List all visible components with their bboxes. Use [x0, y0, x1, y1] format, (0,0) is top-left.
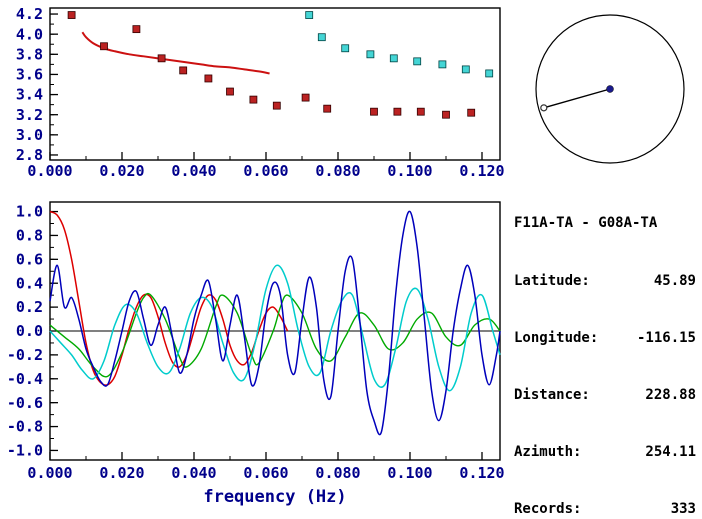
measured-velocity-red-squares-marker [467, 108, 476, 117]
station-center-dot [606, 85, 614, 93]
x-axis-label: frequency (Hz) [203, 487, 346, 507]
azimuth-label: Azimuth: [514, 444, 582, 460]
records-value: 333 [670, 501, 696, 517]
x-tick-label: 0.020 [99, 162, 144, 180]
y-tick-label: -0.8 [7, 418, 43, 436]
distance-label: Distance: [514, 387, 590, 403]
measured-velocity-cyan-squares-marker [366, 50, 375, 59]
green-trace [49, 292, 501, 378]
y-tick-label: 0.2 [16, 298, 43, 316]
azimuth-value: 254.11 [645, 444, 696, 460]
measured-velocity-red-squares-marker [179, 66, 188, 75]
y-tick-label: -1.0 [7, 442, 43, 460]
measured-velocity-red-squares-marker [416, 107, 425, 116]
info-row-latitude: Latitude: 45.89 [514, 272, 696, 291]
x-tick-label: 0.120 [459, 162, 504, 180]
measured-velocity-red-squares-marker [204, 74, 213, 83]
station-pair-info-panel: F11A-TA - G08A-TA Latitude: 45.89 Longit… [514, 176, 696, 519]
velocity-dispersion-chart: 0.000 0.020 0.040 0.060 0.080 0.100 0.120 4.2 4.… [16, 5, 505, 180]
y-tick-label: 0.8 [16, 227, 43, 245]
x-tick-label: 0.040 [171, 464, 216, 482]
x-tick-label: 0.100 [387, 464, 432, 482]
measured-velocity-red-squares-marker [157, 54, 166, 63]
x-tick-label: 0.060 [243, 464, 288, 482]
reference-dispersion-curve [81, 31, 270, 75]
red-trace [49, 210, 289, 386]
measured-velocity-cyan-squares-marker [485, 69, 494, 78]
y-tick-label: -0.6 [7, 394, 43, 412]
longitude-value: -116.15 [636, 330, 696, 346]
x-tick-label: 0.000 [27, 464, 72, 482]
measured-velocity-cyan-squares-marker [305, 11, 314, 19]
measured-velocity-red-squares-marker [393, 107, 402, 116]
y-tick-label: 2.8 [16, 146, 43, 164]
latitude-value: 45.89 [653, 273, 696, 289]
x-tick-label: 0.120 [459, 464, 504, 482]
x-tick-label: 0.080 [315, 162, 360, 180]
correlation-spectra-chart: 0.000 0.020 0.040 0.060 0.080 0.100 0.120 1.0 0.… [7, 201, 505, 507]
azimuth-end-marker [540, 104, 548, 112]
distance-value: 228.88 [645, 387, 696, 403]
measured-velocity-red-squares-marker [370, 107, 378, 116]
y-tick-label: 3.6 [16, 66, 43, 84]
y-tick-label: 1.0 [16, 203, 43, 221]
y-tick-label: 0.4 [16, 274, 43, 292]
x-tick-label: 0.020 [99, 464, 144, 482]
measured-velocity-red-squares-marker [272, 101, 281, 110]
y-tick-label: 0.0 [16, 322, 43, 340]
y-tick-label: 3.4 [16, 86, 43, 104]
velocity-dispersion-frame [49, 7, 501, 161]
measured-velocity-cyan-squares-marker [438, 60, 447, 69]
info-row-distance: Distance: 228.88 [514, 386, 696, 405]
measured-velocity-red-squares-marker [100, 42, 108, 51]
measured-velocity-cyan-squares-marker [317, 33, 326, 42]
y-tick-label: 4.2 [16, 5, 43, 23]
measured-velocity-red-squares-marker [226, 87, 234, 96]
y-tick-label: 3.0 [16, 126, 43, 144]
y-tick-label: 3.2 [16, 106, 43, 124]
measured-velocity-red-squares-marker [132, 25, 141, 34]
x-tick-label: 0.040 [171, 162, 216, 180]
info-row-azimuth: Azimuth: 254.11 [514, 443, 696, 462]
x-tick-label: 0.080 [315, 464, 360, 482]
latitude-label: Latitude: [514, 273, 590, 289]
dial-circle [535, 14, 685, 164]
y-tick-label: -0.4 [7, 370, 43, 388]
measured-velocity-red-squares-marker [249, 95, 258, 104]
measured-velocity-cyan-squares-marker [341, 44, 350, 53]
y-tick-label: 3.8 [16, 45, 43, 63]
x-tick-label: 0.000 [27, 162, 72, 180]
x-tick-label: 0.060 [243, 162, 288, 180]
y-tick-label: 4.0 [16, 25, 43, 43]
measured-velocity-cyan-squares-marker [389, 54, 398, 63]
measured-velocity-cyan-squares-marker [413, 57, 422, 66]
measured-velocity-red-squares-marker [301, 93, 310, 102]
records-label: Records: [514, 501, 582, 517]
info-row-longitude: Longitude: -116.15 [514, 329, 696, 348]
blue-trace [49, 210, 501, 436]
measured-velocity-red-squares-marker [323, 104, 332, 113]
info-row-records: Records: 333 [514, 500, 696, 519]
measured-velocity-red-squares-marker [442, 110, 450, 119]
measured-velocity-red-squares-marker [67, 11, 76, 19]
measured-velocity-cyan-squares-marker [461, 65, 470, 74]
x-tick-label: 0.100 [387, 162, 432, 180]
azimuth-line [543, 88, 611, 109]
y-tick-label: 0.6 [16, 250, 43, 268]
y-tick-label: -0.2 [7, 346, 43, 364]
cyan-trace [49, 264, 501, 392]
station-pair-title: F11A-TA - G08A-TA [514, 215, 658, 231]
azimuth-dial [535, 14, 685, 164]
longitude-label: Longitude: [514, 330, 599, 346]
